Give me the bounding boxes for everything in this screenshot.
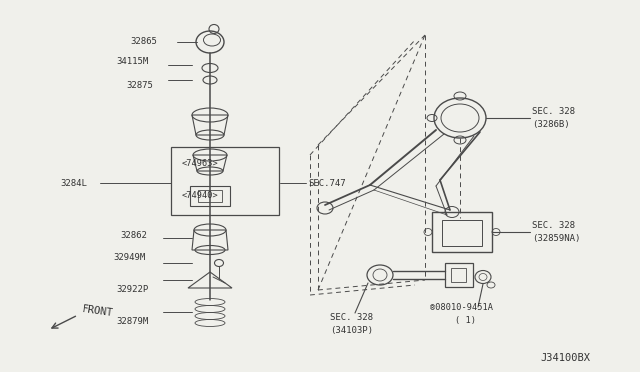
Text: 32922P: 32922P	[116, 285, 148, 294]
Bar	[445, 263, 473, 287]
Bar	[171, 147, 279, 215]
Bar	[442, 220, 482, 246]
Bar	[198, 190, 222, 202]
Text: (3286B): (3286B)	[532, 121, 570, 129]
Text: SEC. 328: SEC. 328	[330, 314, 373, 323]
Text: 3284L: 3284L	[60, 179, 87, 187]
Text: 32879M: 32879M	[116, 317, 148, 327]
Text: (34103P): (34103P)	[330, 326, 373, 334]
Bar	[190, 186, 230, 206]
Bar	[432, 212, 492, 252]
Bar	[451, 268, 466, 282]
Text: ( 1): ( 1)	[455, 315, 476, 324]
Text: ®08010-9451A: ®08010-9451A	[430, 304, 493, 312]
Text: FRONT: FRONT	[82, 304, 115, 318]
Text: SEC.747: SEC.747	[308, 179, 346, 187]
Text: 32865: 32865	[130, 38, 157, 46]
Text: <74940>: <74940>	[182, 192, 219, 201]
Text: 32862: 32862	[120, 231, 147, 240]
Text: <74963>: <74963>	[182, 158, 219, 167]
Text: 32875: 32875	[126, 80, 153, 90]
Text: J34100BX: J34100BX	[540, 353, 590, 363]
Text: 32949M: 32949M	[113, 253, 145, 263]
Text: SEC. 328: SEC. 328	[532, 106, 575, 115]
Text: 34115M: 34115M	[116, 58, 148, 67]
Text: (32859NA): (32859NA)	[532, 234, 580, 244]
Text: SEC. 328: SEC. 328	[532, 221, 575, 230]
